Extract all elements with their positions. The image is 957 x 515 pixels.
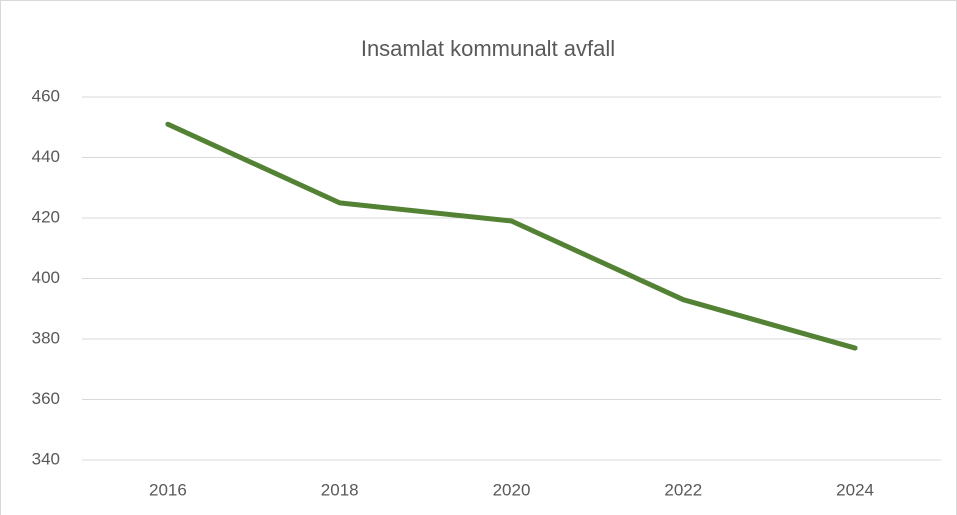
y-tick-label: 360: [32, 389, 60, 408]
y-tick-label: 420: [32, 207, 60, 226]
y-tick-label: 440: [32, 147, 60, 166]
chart-title: Insamlat kommunalt avfall: [361, 36, 615, 61]
x-tick-label: 2024: [836, 480, 874, 499]
y-tick-label: 460: [32, 86, 60, 105]
x-tick-label: 2018: [321, 480, 359, 499]
y-tick-label: 340: [32, 449, 60, 468]
y-tick-label: 380: [32, 328, 60, 347]
x-tick-label: 2022: [664, 480, 702, 499]
x-tick-label: 2020: [493, 480, 531, 499]
x-tick-label: 2016: [149, 480, 187, 499]
series-line: [165, 121, 858, 351]
y-tick-label: 400: [32, 268, 60, 287]
